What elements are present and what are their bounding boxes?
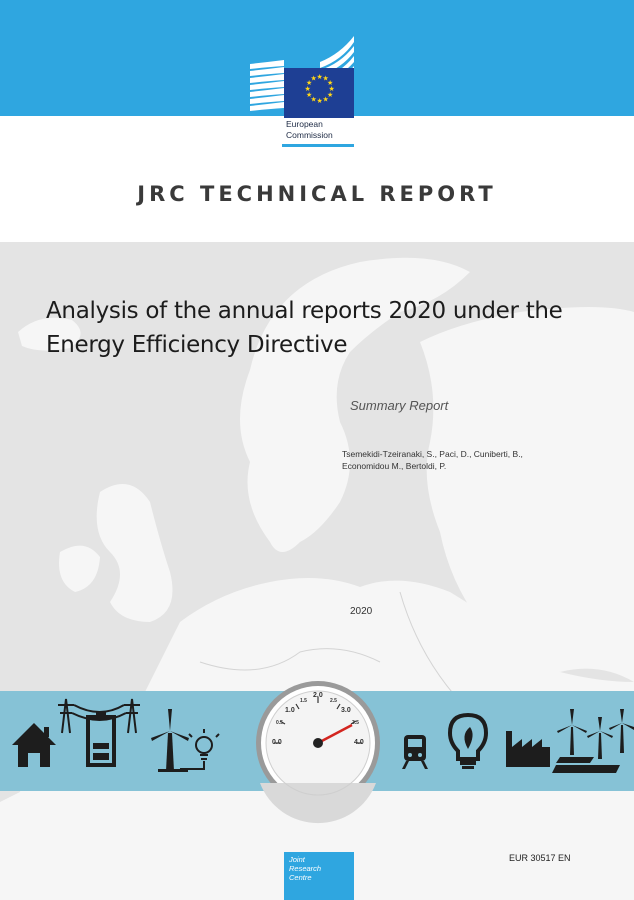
gauge-tick-2: 1.0	[285, 707, 295, 714]
eco-bulb-icon	[447, 712, 489, 769]
jrc-logo: Joint Research Centre	[284, 852, 354, 900]
train-icon	[402, 735, 428, 769]
svg-text:★: ★	[317, 73, 323, 81]
document-subtitle: Summary Report	[350, 398, 449, 413]
solar-panel-icon	[552, 757, 620, 773]
wind-farm-icon	[557, 709, 634, 759]
european-commission-logo: ★ ★ ★ ★ ★ ★ ★ ★ ★ ★ ★ ★ European Commission	[248, 36, 358, 148]
svg-text:★: ★	[327, 79, 333, 87]
power-pylon-icon	[58, 698, 140, 734]
wind-turbine-icon	[151, 709, 189, 772]
jrc-label: Joint Research Centre	[289, 855, 322, 882]
gauge-tick-8: 4.0	[354, 739, 364, 746]
svg-text:★: ★	[327, 91, 333, 99]
authors: Tsemekidi-Tzeiranaki, S., Paci, D., Cuni…	[342, 449, 523, 471]
svg-text:★: ★	[305, 85, 311, 93]
light-bulb-icon	[180, 729, 220, 770]
gauge-tick-1: 0.5	[276, 720, 283, 726]
gauge-icon: 0.0 0.5 1.0 1.5 2.0 2.5 3.0 3.5 4.0	[256, 681, 380, 824]
gauge-tick-7: 3.5	[352, 720, 359, 726]
energy-icons: 0.0 0.5 1.0 1.5 2.0 2.5 3.0 3.5 4.0	[12, 681, 634, 824]
battery-icon	[86, 711, 116, 767]
svg-text:★: ★	[329, 85, 335, 93]
report-type: JRC TECHNICAL REPORT	[137, 182, 497, 206]
gauge-tick-6: 3.0	[341, 707, 351, 714]
ec-name: European Commission	[286, 119, 333, 140]
svg-text:★: ★	[311, 75, 317, 83]
svg-text:★: ★	[323, 75, 329, 83]
gauge-tick-4: 2.0	[313, 692, 323, 699]
gauge-tick-3: 1.5	[300, 698, 307, 704]
svg-text:★: ★	[311, 96, 317, 104]
gauge-tick-5: 2.5	[330, 698, 337, 704]
house-icon	[12, 723, 56, 767]
svg-text:★: ★	[306, 91, 312, 99]
publication-year: 2020	[350, 606, 373, 617]
gauge-tick-0: 0.0	[272, 739, 282, 746]
svg-text:★: ★	[317, 97, 323, 105]
document-title: Analysis of the annual reports 2020 unde…	[46, 298, 563, 358]
ec-underline	[282, 144, 354, 147]
svg-text:★: ★	[323, 96, 329, 104]
factory-icon	[506, 731, 550, 767]
ec-building-emblem: ★ ★★ ★★★ ★★★ ★★★	[250, 36, 354, 118]
report-number: EUR 30517 EN	[509, 853, 571, 863]
svg-text:★: ★	[306, 79, 312, 87]
